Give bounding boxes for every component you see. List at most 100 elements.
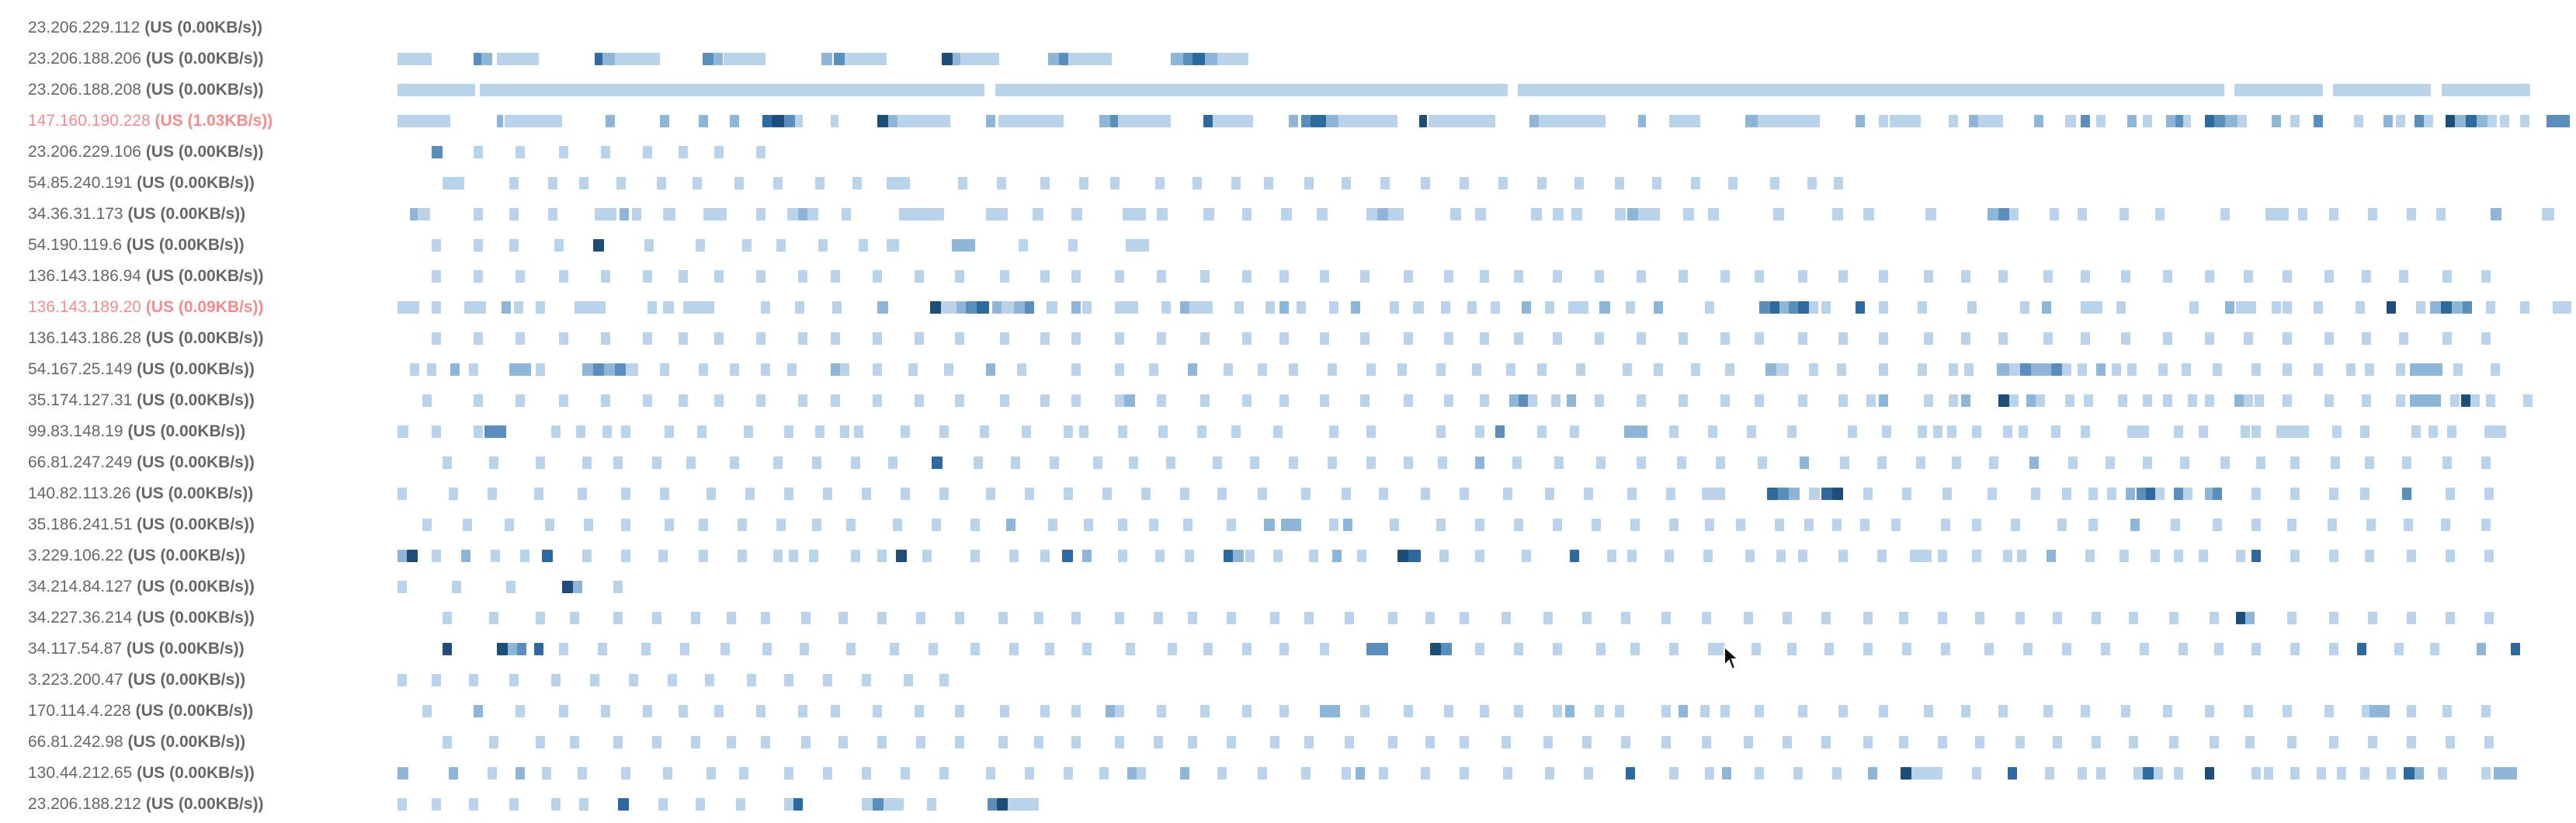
activity-segment (602, 425, 612, 438)
connection-row[interactable]: 54.167.25.149 (US (0.00KB/s)) (0, 354, 2576, 385)
connection-row[interactable]: 54.85.240.191 (US (0.00KB/s)) (0, 168, 2576, 199)
activity-segment (1924, 705, 1933, 717)
activity-segment (545, 519, 554, 531)
activity-segment (714, 394, 724, 407)
activity-segment (1582, 612, 1592, 624)
activity-segment (668, 674, 677, 686)
connection-row[interactable]: 34.36.31.173 (US (0.00KB/s)) (0, 199, 2576, 230)
activity-segment (2546, 115, 2570, 127)
activity-segment (1779, 301, 1789, 314)
activity-segment (449, 488, 458, 500)
activity-segment (2365, 457, 2374, 469)
activity-segment (745, 488, 755, 500)
activity-segment (1106, 705, 1115, 717)
connection-row[interactable]: 23.206.229.112 (US (0.00KB/s)) (0, 12, 2576, 43)
connection-row[interactable]: 130.44.212.65 (US (0.00KB/s)) (0, 758, 2576, 789)
connection-row[interactable]: 66.81.242.98 (US (0.00KB/s)) (0, 727, 2576, 758)
activity-segment (727, 612, 736, 624)
activity-segment (2236, 612, 2245, 624)
country-rate: (US (0.00KB/s)) (145, 81, 264, 99)
connection-row[interactable]: 34.214.84.127 (US (0.00KB/s)) (0, 571, 2576, 602)
connection-row[interactable]: 35.186.241.51 (US (0.00KB/s)) (0, 509, 2576, 540)
activity-segment (2009, 394, 2019, 407)
activity-segment (915, 332, 924, 345)
activity-segment (469, 674, 478, 686)
activity-segment (977, 301, 989, 314)
activity-segment (927, 798, 936, 811)
activity-segment (1079, 177, 1088, 189)
activity-segment (2369, 705, 2390, 717)
activity-segment (398, 53, 432, 65)
activity-segment (1638, 208, 1660, 221)
activity-track (396, 665, 2576, 696)
activity-segment (1329, 425, 1338, 438)
activity-segment (1838, 270, 1848, 283)
activity-segment (2491, 208, 2501, 221)
activity-segment (998, 612, 1008, 624)
activity-segment (548, 177, 557, 189)
activity-segment (1498, 177, 1508, 189)
activity-segment (772, 115, 784, 127)
ip-address: 34.36.31.173 (28, 205, 123, 223)
connection-row[interactable]: 3.223.200.47 (US (0.00KB/s)) (0, 665, 2576, 696)
activity-segment (873, 332, 882, 345)
activity-segment (1118, 425, 1127, 438)
connection-row[interactable]: 170.114.4.228 (US (0.00KB/s)) (0, 696, 2576, 727)
activity-segment (2484, 736, 2494, 748)
connection-row[interactable]: 23.206.188.208 (US (0.00KB/s)) (0, 75, 2576, 106)
connection-row[interactable]: 136.143.189.20 (US (0.09KB/s)) (0, 292, 2576, 323)
connection-row[interactable]: 34.227.36.214 (US (0.00KB/s)) (0, 602, 2576, 634)
activity-segment (1918, 363, 1927, 376)
activity-segment (815, 177, 825, 189)
activity-segment (2290, 115, 2300, 127)
activity-segment (2290, 488, 2300, 500)
activity-segment (469, 798, 478, 811)
activity-segment (1071, 363, 1081, 376)
activity-track (396, 75, 2576, 106)
activity-segment (534, 488, 543, 500)
activity-segment (1441, 301, 1450, 314)
connection-row[interactable]: 23.206.188.212 (US (0.00KB/s)) (0, 789, 2576, 820)
connection-row[interactable]: 147.160.190.228 (US (1.03KB/s)) (0, 106, 2576, 137)
activity-segment (551, 425, 561, 438)
activity-segment (1863, 643, 1873, 655)
connection-row[interactable]: 136.143.186.28 (US (0.00KB/s)) (0, 323, 2576, 354)
connection-label: 136.143.189.20 (US (0.09KB/s)) (28, 292, 264, 323)
activity-segment (1838, 394, 1848, 407)
connection-row[interactable]: 35.174.127.31 (US (0.00KB/s)) (0, 385, 2576, 416)
connection-label: 147.160.190.228 (US (1.03KB/s)) (28, 106, 273, 137)
activity-segment (1301, 115, 1311, 127)
activity-segment (1745, 115, 1758, 127)
activity-segment (980, 425, 989, 438)
activity-segment (1998, 394, 2009, 407)
ip-address: 66.81.242.98 (28, 733, 123, 751)
activity-segment (901, 767, 910, 780)
activity-segment (2199, 425, 2208, 438)
activity-segment (474, 239, 483, 252)
activity-segment (1118, 550, 1127, 562)
activity-segment (738, 550, 747, 562)
activity-segment (2283, 705, 2292, 717)
connection-row[interactable]: 54.190.119.6 (US (0.00KB/s)) (0, 230, 2576, 261)
activity-segment (2244, 394, 2253, 407)
activity-segment (2174, 550, 2183, 562)
connection-row[interactable]: 23.206.188.206 (US (0.00KB/s)) (0, 43, 2576, 75)
connection-row[interactable]: 66.81.247.249 (US (0.00KB/s)) (0, 447, 2576, 478)
activity-segment (798, 270, 807, 283)
connection-row[interactable]: 34.117.54.87 (US (0.00KB/s)) (0, 634, 2576, 665)
connection-row[interactable]: 136.143.186.94 (US (0.00KB/s)) (0, 261, 2576, 292)
activity-segment (2017, 550, 2026, 562)
connection-row[interactable]: 140.82.113.26 (US (0.00KB/s)) (0, 478, 2576, 509)
activity-segment (696, 239, 705, 252)
activity-segment (1200, 394, 1210, 407)
activity-segment (474, 394, 483, 407)
activity-segment (862, 798, 873, 811)
connection-row[interactable]: 3.229.106.22 (US (0.00KB/s)) (0, 540, 2576, 571)
activity-segment (643, 394, 652, 407)
activity-segment (862, 767, 871, 780)
activity-segment (846, 643, 856, 655)
connection-row[interactable]: 23.206.229.106 (US (0.00KB/s)) (0, 137, 2576, 168)
connection-row[interactable]: 99.83.148.19 (US (0.00KB/s)) (0, 416, 2576, 447)
activity-segment (1902, 643, 1911, 655)
